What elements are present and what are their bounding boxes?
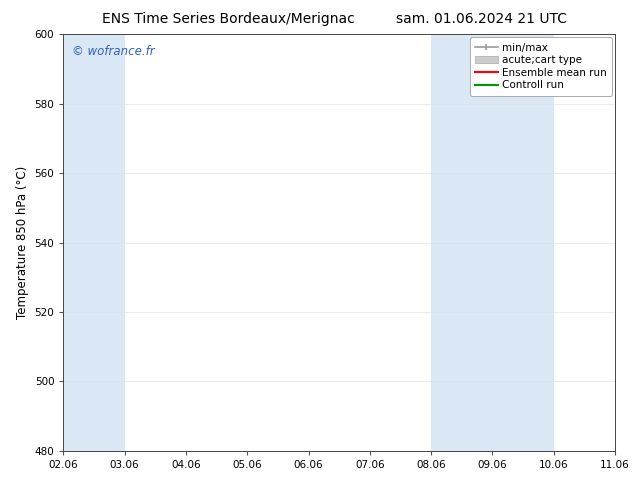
Text: © wofrance.fr: © wofrance.fr (72, 45, 154, 58)
Legend: min/max, acute;cart type, Ensemble mean run, Controll run: min/max, acute;cart type, Ensemble mean … (470, 37, 612, 96)
Bar (615, 34, 634, 451)
Text: ENS Time Series Bordeaux/Merignac: ENS Time Series Bordeaux/Merignac (102, 12, 354, 26)
Text: sam. 01.06.2024 21 UTC: sam. 01.06.2024 21 UTC (396, 12, 567, 26)
Bar (431, 34, 553, 451)
Bar (63, 34, 125, 451)
Y-axis label: Temperature 850 hPa (°C): Temperature 850 hPa (°C) (16, 166, 29, 319)
